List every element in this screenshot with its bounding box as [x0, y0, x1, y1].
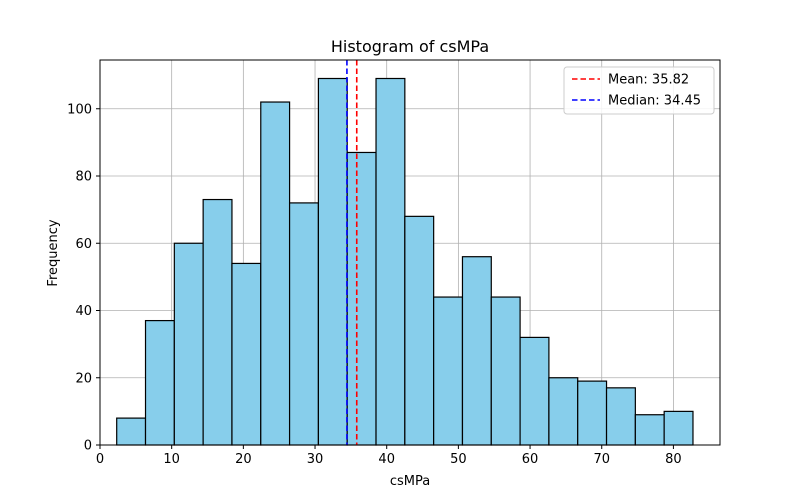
y-tick-label: 0: [84, 439, 92, 454]
y-tick-label: 40: [75, 304, 92, 319]
histogram-bar: [173, 242, 204, 446]
x-tick-label: 0: [96, 452, 104, 467]
x-tick-label: 60: [522, 452, 539, 467]
histogram-bar: [404, 215, 435, 446]
x-tick-label: 20: [235, 452, 252, 467]
histogram-bar: [663, 410, 694, 446]
legend: Mean: 35.82 Median: 34.45: [563, 66, 715, 115]
histogram-bar: [490, 296, 521, 446]
y-tick-label: 80: [75, 170, 92, 185]
x-tick-label: 40: [378, 452, 395, 467]
histogram-bar: [433, 296, 464, 446]
histogram-bar: [288, 202, 319, 446]
histogram-bar: [346, 151, 377, 446]
plot-axes: [99, 59, 721, 446]
y-tick-label: 20: [75, 371, 92, 386]
histogram-bar: [605, 387, 636, 446]
x-tick-label: 50: [450, 452, 467, 467]
histogram-bar: [116, 417, 147, 446]
histogram-bars: [116, 77, 694, 446]
x-tick-label: 10: [163, 452, 180, 467]
histogram-bar: [317, 77, 348, 446]
y-axis-label: Frequency: [46, 219, 61, 286]
legend-entry-label: Median: 34.45: [608, 94, 701, 109]
histogram-bar: [202, 198, 233, 446]
x-tick-label: 80: [665, 452, 682, 467]
histogram-bar: [548, 377, 579, 446]
histogram-bar: [260, 101, 291, 446]
legend-box: [563, 66, 715, 115]
histogram-bar: [144, 319, 175, 446]
x-tick-label: 70: [593, 452, 610, 467]
plot-frame: [99, 59, 721, 446]
histogram-bar: [461, 256, 492, 446]
axis-ticks: 0 10 20 30 40 50 60 70 80 0 20 40 60 80 100: [67, 102, 682, 467]
x-axis-label: csMPa: [390, 474, 430, 489]
histogram-bar: [577, 380, 608, 446]
histogram-bar: [634, 414, 665, 446]
histogram-bar: [231, 262, 262, 446]
reference-lines: [346, 60, 358, 445]
y-tick-label: 60: [75, 237, 92, 252]
legend-entry-label: Mean: 35.82: [608, 73, 689, 88]
histogram-bar: [375, 77, 406, 446]
histogram-bar: [519, 336, 550, 446]
x-tick-label: 30: [307, 452, 324, 467]
y-tick-label: 100: [67, 102, 92, 117]
chart-title: Histogram of csMPa: [331, 37, 489, 56]
